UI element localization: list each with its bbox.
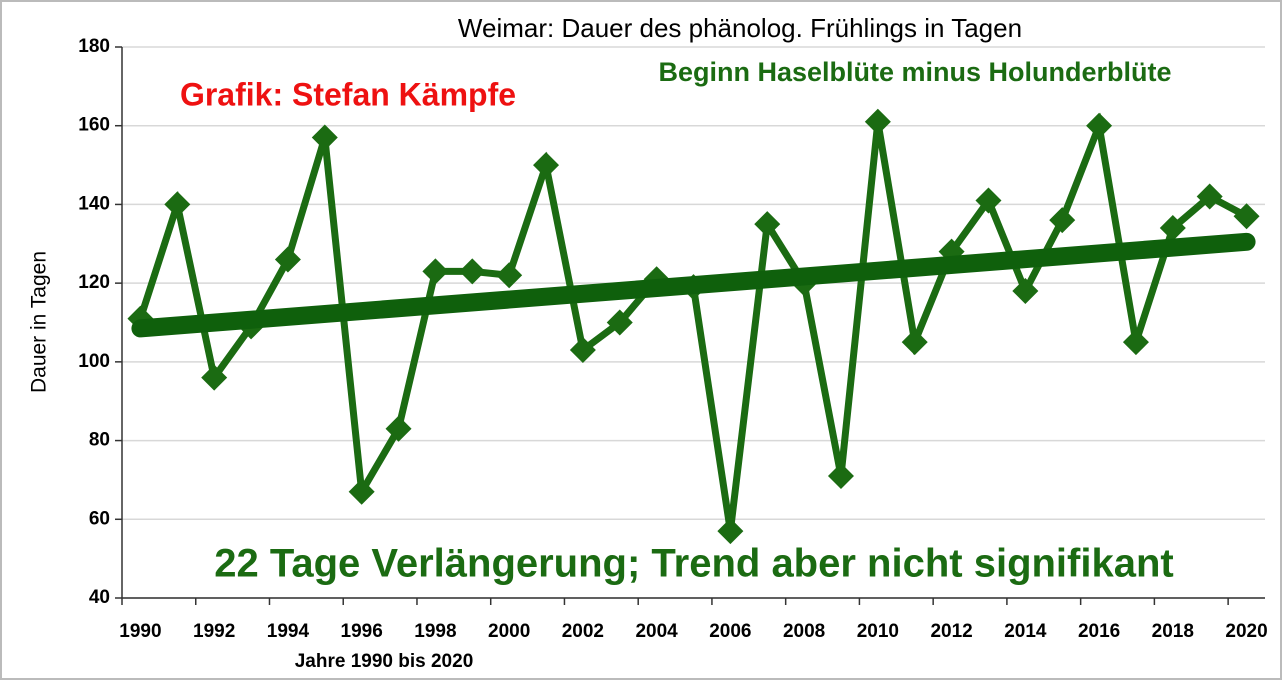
y-tick-label: 140 [78,193,110,214]
marker [533,152,560,179]
x-tick-label: 2002 [562,621,604,642]
x-tick-label: 2020 [1225,621,1267,642]
chart-title: Weimar: Dauer des phänolog. Frühlings in… [458,13,1022,43]
y-tick-label: 60 [89,508,110,529]
marker [606,309,633,336]
y-tick-label: 120 [78,272,110,293]
marker [754,211,781,238]
marker [385,415,412,442]
x-tick-label: 2010 [857,621,899,642]
x-tick-label: 2014 [1004,621,1047,642]
marker [901,329,928,356]
marker [496,262,523,289]
y-tick-label: 180 [78,36,110,57]
x-tick-label: 2018 [1152,621,1194,642]
x-tick-label: 2016 [1078,621,1120,642]
x-tick-label: 1994 [267,621,310,642]
marker [569,337,596,364]
marker [827,462,854,489]
marker [717,518,744,545]
marker [274,246,301,273]
marker [422,258,449,285]
y-tick-label: 40 [89,587,110,608]
y-tick-label: 80 [89,430,110,451]
marker [975,187,1002,214]
marker [459,258,486,285]
x-axis-label: Jahre 1990 bis 2020 [295,651,474,672]
subtitle: Beginn Haselblüte minus Holunderblüte [658,57,1171,87]
marker [864,108,891,135]
x-tick-label: 1996 [341,621,383,642]
x-tick-label: 2000 [488,621,530,642]
x-tick-label: 2004 [635,621,678,642]
marker [311,124,338,151]
x-tick-label: 1990 [119,621,161,642]
x-tick-label: 2008 [783,621,825,642]
y-tick-label: 100 [78,351,110,372]
x-tick-label: 1992 [193,621,235,642]
marker [201,364,228,391]
x-tick-label: 2006 [709,621,751,642]
marker [164,191,191,218]
marker [1012,278,1039,305]
marker [1086,112,1113,139]
marker [1159,215,1186,242]
x-tick-label: 1998 [414,621,456,642]
y-axis-label: Dauer in Tagen [28,251,51,393]
marker [1122,329,1149,356]
credit: Grafik: Stefan Kämpfe [180,76,516,112]
marker [348,478,375,505]
trend-line [131,232,1256,338]
x-tick-label: 2012 [930,621,972,642]
marker [1233,203,1260,230]
annotation: 22 Tage Verlängerung; Trend aber nicht s… [214,542,1173,586]
marker [1049,207,1076,234]
y-tick-label: 160 [78,115,110,136]
marker [1196,183,1223,210]
